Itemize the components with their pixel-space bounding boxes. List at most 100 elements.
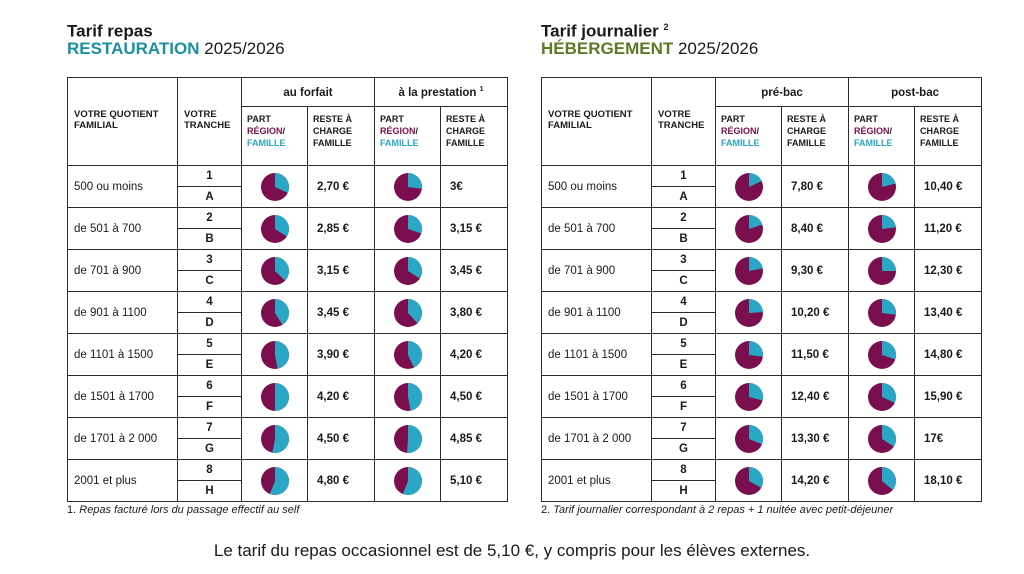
col-quotient-header: VOTRE QUOTIENT FAMILIAL: [67, 77, 178, 166]
pie-chart-icon: [867, 340, 896, 369]
pie-cell: [848, 459, 916, 502]
table-row: 2001 et plus 8 4,80 € 5,10 €: [67, 459, 509, 502]
sub-header-reste: RESTE À CHARGE FAMILLE: [440, 106, 509, 166]
table-row: de 1101 à 1500 5 11,50 € 14,80 €: [541, 333, 983, 376]
pie-chart-icon: [867, 172, 896, 201]
quotient-cell: de 1501 à 1700: [541, 375, 652, 418]
pie-famille-slice: [881, 424, 896, 446]
pie-cell: [715, 165, 782, 208]
pie-famille-slice: [274, 382, 289, 411]
tranche-letter: B: [651, 228, 716, 250]
pie-chart-icon: [734, 298, 763, 327]
tranche-letter: G: [651, 438, 716, 460]
group-header-2: post-bac: [848, 77, 983, 107]
quotient-cell: de 901 à 1100: [67, 291, 178, 334]
pie-chart-icon: [734, 256, 763, 285]
tranche-letter: G: [177, 438, 242, 460]
panel-subtitle: RESTAURATION 2025/2026: [67, 38, 507, 60]
price-cell: 5,10 €: [440, 459, 509, 502]
pie-chart-icon: [867, 382, 896, 411]
price-cell: 15,90 €: [914, 375, 983, 418]
pie-famille-slice: [407, 172, 422, 189]
quotient-cell: de 1701 à 2 000: [541, 417, 652, 460]
pie-cell: [241, 207, 308, 250]
price-cell: 4,80 €: [306, 459, 376, 502]
table-row: 500 ou moins 1 7,80 € 10,40 €: [541, 165, 983, 208]
price-cell: 3,45 €: [440, 249, 509, 292]
col-tranche-header: VOTRE TRANCHE: [177, 77, 242, 166]
table-row: de 501 à 700 2 8,40 € 11,20 €: [541, 207, 983, 250]
sub-header-reste: RESTE À CHARGE FAMILLE: [780, 106, 850, 166]
pie-cell: [848, 417, 916, 460]
tranche-letter: F: [177, 396, 242, 418]
pie-famille-slice: [407, 340, 422, 368]
price-cell: 8,40 €: [780, 207, 850, 250]
quotient-cell: de 501 à 700: [67, 207, 178, 250]
price-cell: 11,20 €: [914, 207, 983, 250]
price-cell: 3,45 €: [306, 291, 376, 334]
tranche-number: 3: [177, 249, 242, 271]
sub-header-part: PART RÉGION/FAMILLE: [715, 106, 782, 166]
price-cell: 7,80 €: [780, 165, 850, 208]
pie-cell: [241, 291, 308, 334]
table-row: de 1701 à 2 000 7 4,50 € 4,85 €: [67, 417, 509, 460]
pie-famille-slice: [748, 466, 763, 488]
pie-famille-slice: [271, 424, 289, 453]
price-cell: 3,15 €: [440, 207, 509, 250]
tranche-number: 4: [651, 291, 716, 313]
pie-chart-icon: [734, 340, 763, 369]
pie-famille-slice: [274, 256, 289, 281]
pie-chart-icon: [260, 424, 289, 453]
sub-header-part: PART RÉGION/FAMILLE: [241, 106, 308, 166]
price-cell: 3,15 €: [306, 249, 376, 292]
tranche-letter: F: [651, 396, 716, 418]
price-cell: 12,40 €: [780, 375, 850, 418]
quotient-cell: de 1701 à 2 000: [67, 417, 178, 460]
quotient-cell: 500 ou moins: [67, 165, 178, 208]
tranche-letter: A: [651, 186, 716, 208]
table-row: H: [542, 480, 982, 502]
tranche-number: 6: [177, 375, 242, 397]
tranche-number: 3: [651, 249, 716, 271]
pie-famille-slice: [748, 214, 762, 229]
pie-chart-icon: [867, 424, 896, 453]
pie-chart-icon: [734, 382, 763, 411]
group-header-1: pré-bac: [714, 77, 850, 107]
pie-cell: [374, 459, 442, 502]
pie-cell: [374, 417, 442, 460]
pie-chart-icon: [393, 214, 422, 243]
pie-chart-icon: [260, 382, 289, 411]
tranche-number: 1: [651, 165, 716, 187]
panel-year: 2025/2026: [199, 39, 285, 58]
table-row: de 701 à 900 3 9,30 € 12,30 €: [541, 249, 983, 292]
table-row: de 1501 à 1700 6 4,20 € 4,50 €: [67, 375, 509, 418]
pie-cell: [848, 249, 916, 292]
pie-cell: [241, 333, 308, 376]
pie-famille-slice: [881, 298, 896, 315]
tranche-letter: E: [177, 354, 242, 376]
pie-famille-slice: [407, 214, 422, 233]
pie-famille-slice: [748, 256, 763, 271]
quotient-cell: 2001 et plus: [541, 459, 652, 502]
tranche-letter: H: [651, 480, 716, 502]
pie-famille-slice: [269, 466, 289, 495]
quotient-cell: de 1101 à 1500: [541, 333, 652, 376]
pie-famille-slice: [274, 214, 289, 236]
pie-famille-slice: [407, 256, 422, 278]
pie-famille-slice: [881, 256, 896, 271]
pie-cell: [374, 375, 442, 418]
pie-chart-icon: [734, 466, 763, 495]
pie-cell: [715, 333, 782, 376]
pie-famille-slice: [402, 466, 422, 495]
pie-cell: [848, 375, 916, 418]
price-cell: 14,80 €: [914, 333, 983, 376]
footnote-hebergement: 2. Tarif journalier correspondant à 2 re…: [541, 504, 894, 516]
panel-title: Tarif journalier 2: [541, 21, 669, 41]
pie-chart-icon: [393, 424, 422, 453]
footnote-restauration: 1. Repas facturé lors du passage effecti…: [67, 504, 300, 516]
pie-cell: [715, 207, 782, 250]
restauration-panel: Tarif repas RESTAURATION 2025/2026 VOTRE…: [67, 16, 509, 502]
pie-cell: [241, 249, 308, 292]
quotient-cell: de 1101 à 1500: [67, 333, 178, 376]
tranche-number: 5: [651, 333, 716, 355]
